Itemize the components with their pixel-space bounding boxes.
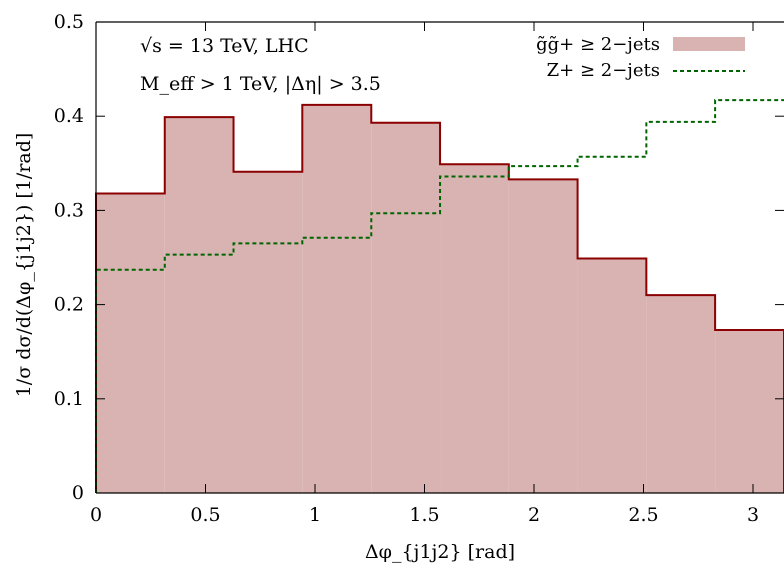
x-axis-label: Δφ_{j1j2} [rad]	[365, 541, 515, 563]
annotation-cuts: M_eff > 1 TeV, |Δη| > 3.5	[140, 73, 381, 95]
gluino-bin-bar	[233, 171, 303, 493]
gluino-bin-bar	[164, 117, 234, 493]
z-jets-histogram-line	[95, 99, 784, 493]
gluino-bin-bar	[508, 179, 578, 493]
axes: 0 0.5 1 1.5 2 2.5 3 0 0.1 0.2 0.3 0.4 0.5	[54, 11, 784, 526]
gluino-histogram-outline	[95, 103, 784, 493]
gluino-bin-bar	[715, 330, 784, 493]
y-tick-label: 0	[72, 482, 84, 504]
gluino-bin-bar	[302, 104, 372, 494]
x-tick-label: 0	[90, 504, 102, 526]
legend-swatch-gluino	[673, 37, 745, 51]
x-tick-label: 2.5	[628, 504, 658, 526]
plot-area	[95, 99, 784, 494]
y-tick-label: 0.1	[54, 388, 84, 410]
x-tick-label: 1.5	[409, 504, 439, 526]
legend-label-z: Z+ ≥ 2−jets	[547, 60, 660, 81]
x-tick-label: 3	[747, 504, 759, 526]
gluino-bin-bar	[440, 164, 509, 493]
x-tick-label: 2	[528, 504, 540, 526]
y-tick-label: 0.2	[54, 294, 84, 316]
y-axis-label: 1/σ dσ/d(Δφ_{j1j2}) [1/rad]	[13, 133, 35, 398]
gluino-bin-bar	[646, 295, 716, 493]
y-tick-label: 0.4	[54, 105, 84, 127]
gluino-bin-bar	[96, 193, 165, 493]
y-tick-label: 0.5	[54, 11, 84, 33]
x-tick-label: 1	[309, 504, 321, 526]
gluino-bin-bar	[577, 258, 647, 493]
legend-label-gluino: g̃g̃+ ≥ 2−jets	[536, 34, 660, 55]
annotation-energy: √s = 13 TeV, LHC	[140, 35, 309, 57]
x-tick-label: 0.5	[190, 504, 220, 526]
y-tick-label: 0.3	[54, 199, 84, 221]
gluino-bin-bar	[371, 122, 441, 493]
legend: g̃g̃+ ≥ 2−jets Z+ ≥ 2−jets	[536, 34, 745, 81]
